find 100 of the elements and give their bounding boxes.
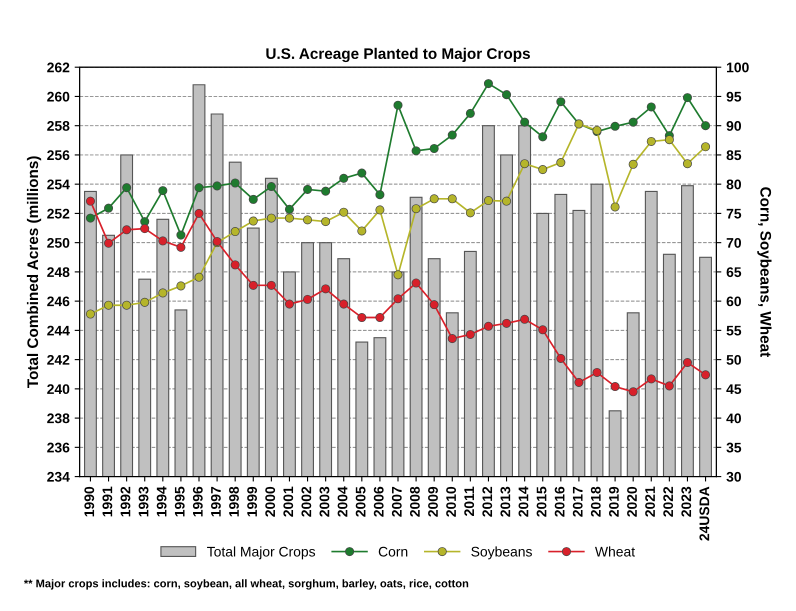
point — [520, 314, 530, 324]
y-axis-title: Total Combined Acres (millions) — [26, 156, 42, 388]
point — [556, 158, 566, 168]
y-tick-label: 262 — [47, 62, 70, 72]
point — [682, 358, 692, 368]
x-tick-label: 1994 — [156, 486, 167, 516]
point — [176, 230, 186, 240]
legend-label: Wheat — [595, 546, 635, 557]
legend-label: Soybeans — [471, 546, 532, 560]
point — [176, 281, 186, 290]
point — [321, 217, 330, 226]
x-tick-label: 2001 — [283, 486, 294, 517]
x-tick-label: 2023 — [681, 486, 692, 517]
y-tick-label: 258 — [47, 121, 70, 131]
text: ** Major crops includes: corn, soybean, all wheat, sorghum, barley, oats, rice, cotton — [24, 579, 468, 590]
y-tick-label: 260 — [47, 92, 70, 102]
point — [284, 214, 294, 223]
point — [248, 194, 258, 204]
point — [610, 122, 620, 131]
point — [194, 183, 204, 192]
point — [375, 205, 384, 214]
x-tick-label: 2012 — [482, 486, 492, 517]
y-tick-label: 244 — [47, 326, 70, 336]
point — [448, 194, 457, 204]
point — [357, 312, 366, 322]
x-tick-label: 2019 — [608, 486, 619, 517]
point — [321, 186, 330, 196]
point — [176, 242, 186, 252]
point — [230, 178, 240, 188]
x-tick-label: 2000 — [265, 486, 276, 517]
x-tick-label: 2006 — [374, 486, 384, 517]
point — [502, 318, 512, 328]
y2-tick-label: 50 — [726, 354, 741, 365]
legend-label: Corn — [378, 546, 408, 557]
point — [266, 280, 276, 290]
point — [393, 294, 403, 304]
point — [284, 300, 294, 309]
x-tick-label: 24USDA — [699, 486, 710, 541]
point — [158, 288, 168, 298]
x-tick-label: 1995 — [174, 486, 185, 516]
y-tick-label: 254 — [47, 180, 70, 190]
point — [682, 93, 692, 102]
y-tick-label: 238 — [47, 413, 70, 424]
point — [122, 225, 132, 234]
y-tick-label: 252 — [47, 208, 70, 219]
point — [538, 325, 548, 334]
y2-tick-label: 95 — [726, 92, 742, 102]
point — [628, 387, 638, 396]
point — [430, 300, 439, 310]
point — [610, 382, 620, 392]
point — [158, 236, 168, 246]
point — [412, 204, 421, 214]
y2-tick-label: 30 — [726, 472, 741, 482]
point — [303, 184, 312, 194]
point — [248, 216, 258, 226]
y-tick-label: 240 — [47, 384, 70, 394]
point — [339, 174, 348, 183]
point — [664, 381, 674, 390]
point — [538, 132, 548, 142]
point — [230, 227, 240, 236]
x-tick-label: 1997 — [210, 486, 221, 516]
point — [538, 165, 548, 174]
x-tick-label: 2013 — [500, 486, 510, 517]
point — [86, 214, 95, 223]
x-tick-label: 2016 — [554, 486, 565, 517]
point — [393, 270, 403, 280]
point — [520, 118, 530, 127]
point — [230, 260, 240, 270]
point — [682, 159, 692, 168]
point — [140, 298, 150, 307]
point — [502, 90, 512, 100]
point — [664, 135, 674, 144]
point — [339, 300, 348, 309]
y2-tick-label: 70 — [726, 238, 741, 248]
x-tick-label: 1998 — [229, 486, 239, 516]
point — [412, 146, 421, 156]
y2-tick-label: 75 — [726, 208, 742, 219]
point — [701, 142, 710, 152]
x-tick-label: 2011 — [464, 486, 474, 516]
point — [122, 183, 132, 192]
x-tick-label: 1990 — [84, 486, 94, 516]
y-tick-label: 248 — [47, 267, 70, 278]
x-tick-label: 1992 — [120, 486, 130, 516]
point — [158, 186, 168, 196]
point — [610, 202, 620, 212]
point — [321, 284, 330, 294]
point — [104, 300, 114, 310]
x-tick-label: 2022 — [663, 486, 674, 517]
point — [466, 208, 475, 218]
x-tick-label: 2007 — [392, 486, 402, 517]
x-tick-label: 2004 — [338, 486, 348, 517]
legend-label: Total Major Crops — [207, 546, 316, 560]
point — [466, 330, 475, 339]
y2-axis-title: Corn, Soybeans, Wheat — [757, 187, 772, 358]
point — [248, 280, 258, 290]
x-tick-label: 2015 — [536, 486, 546, 517]
y-tick-label: 246 — [47, 296, 70, 306]
point — [357, 226, 366, 236]
x-tick-label: 1999 — [247, 486, 257, 516]
chart-title: U.S. Acreage Planted to Major Crops — [266, 48, 530, 62]
